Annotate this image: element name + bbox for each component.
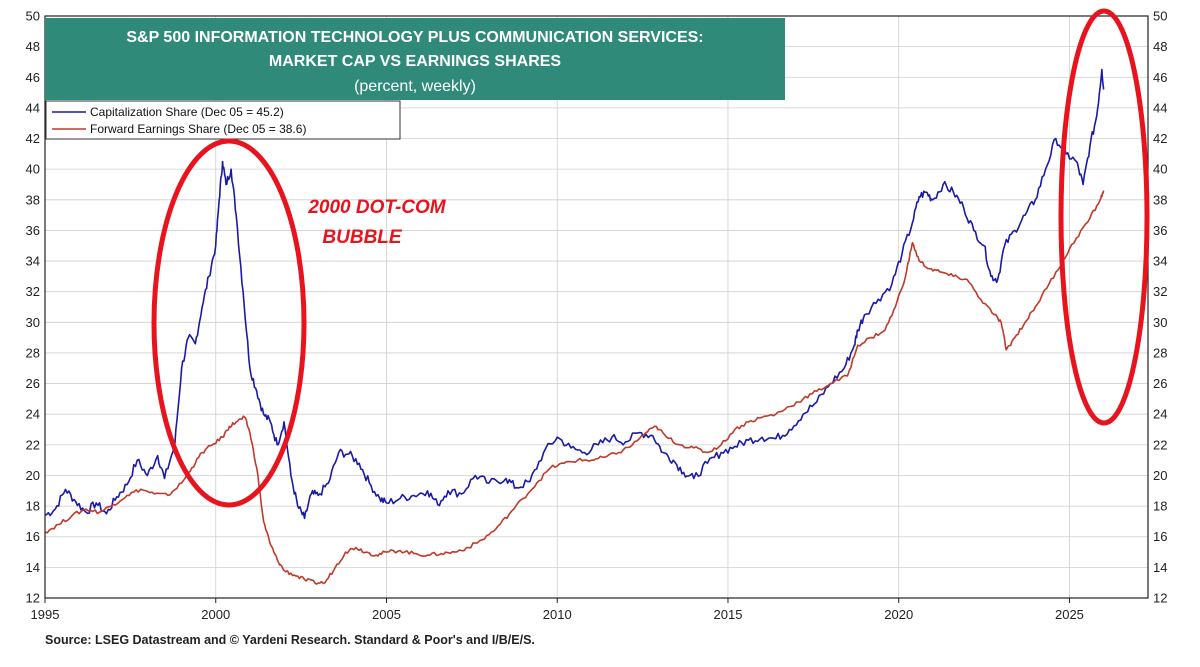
y-tick-label-left: 12	[26, 591, 40, 606]
y-tick-label-left: 28	[26, 345, 40, 360]
x-tick-label: 2000	[201, 607, 230, 622]
y-tick-label-right: 34	[1153, 254, 1167, 269]
y-tick-label-right: 42	[1153, 131, 1167, 146]
y-tick-label-left: 36	[26, 223, 40, 238]
forward-earnings-share-line	[44, 190, 1105, 585]
y-tick-label-left: 14	[26, 560, 40, 575]
annotation-line-1: 2000 DOT-COM	[307, 197, 446, 218]
y-tick-label-left: 46	[26, 70, 40, 85]
y-tick-label-right: 24	[1153, 407, 1167, 422]
y-tick-label-left: 20	[26, 468, 40, 483]
y-tick-label-left: 26	[26, 376, 40, 391]
chart-title-box: S&P 500 INFORMATION TECHNOLOGY PLUS COMM…	[45, 18, 785, 100]
legend-box	[45, 100, 401, 140]
y-tick-label-right: 28	[1153, 345, 1167, 360]
y-tick-label-left: 44	[26, 100, 40, 115]
dotcom-annotation: 2000 DOT-COM BUBBLE	[151, 138, 447, 508]
y-tick-label-right: 44	[1153, 100, 1167, 115]
y-tick-label-left: 30	[26, 315, 40, 330]
y-tick-label-right: 22	[1153, 437, 1167, 452]
y-tick-label-left: 38	[26, 192, 40, 207]
y-tick-label-left: 16	[26, 529, 40, 544]
y-tick-label-right: 30	[1153, 315, 1167, 330]
title-background	[45, 18, 785, 100]
recent-highlight-ellipse	[1058, 8, 1150, 426]
y-tick-label-left: 50	[26, 9, 40, 24]
y-tick-label-right: 32	[1153, 284, 1167, 299]
x-tick-label: 2010	[543, 607, 572, 622]
y-tick-label-right: 16	[1153, 529, 1167, 544]
y-tick-label-left: 48	[26, 39, 40, 54]
x-tick-label: 1995	[31, 607, 60, 622]
legend-label-capitalization: Capitalization Share (Dec 05 = 45.2)	[90, 105, 284, 119]
y-tick-label-right: 20	[1153, 468, 1167, 483]
legend-label-forward-earnings: Forward Earnings Share (Dec 05 = 38.6)	[90, 122, 306, 136]
series-lines	[44, 68, 1105, 585]
y-tick-label-left: 22	[26, 437, 40, 452]
y-tick-label-left: 32	[26, 284, 40, 299]
x-tick-label: 2015	[714, 607, 743, 622]
y-tick-label-right: 46	[1153, 70, 1167, 85]
y-tick-label-left: 34	[26, 254, 40, 269]
x-tick-label: 2020	[884, 607, 913, 622]
y-tick-label-right: 12	[1153, 591, 1167, 606]
x-tick-label: 2025	[1055, 607, 1084, 622]
chart-title-line-1: S&P 500 INFORMATION TECHNOLOGY PLUS COMM…	[126, 29, 703, 46]
y-tick-label-right: 18	[1153, 499, 1167, 514]
y-tick-label-left: 40	[26, 162, 40, 177]
y-tick-label-left: 24	[26, 407, 40, 422]
y-tick-label-right: 48	[1153, 39, 1167, 54]
y-tick-label-right: 40	[1153, 162, 1167, 177]
chart-title-line-2: MARKET CAP VS EARNINGS SHARES	[269, 53, 562, 70]
annotation-line-2: BUBBLE	[322, 227, 402, 248]
chart-subtitle: (percent, weekly)	[354, 78, 476, 95]
x-tick-label: 2005	[372, 607, 401, 622]
legend: Capitalization Share (Dec 05 = 45.2) For…	[45, 100, 401, 140]
y-tick-label-right: 50	[1153, 9, 1167, 24]
capitalization-share-line	[44, 68, 1105, 520]
y-tick-label-left: 18	[26, 499, 40, 514]
y-tick-label-right: 38	[1153, 192, 1167, 207]
y-tick-label-right: 14	[1153, 560, 1167, 575]
plot-frame	[44, 15, 1149, 599]
dotcom-highlight-ellipse	[151, 138, 307, 508]
y-tick-label-right: 36	[1153, 223, 1167, 238]
y-tick-label-right: 26	[1153, 376, 1167, 391]
source-note: Source: LSEG Datastream and © Yardeni Re…	[45, 633, 535, 647]
y-tick-label-left: 42	[26, 131, 40, 146]
